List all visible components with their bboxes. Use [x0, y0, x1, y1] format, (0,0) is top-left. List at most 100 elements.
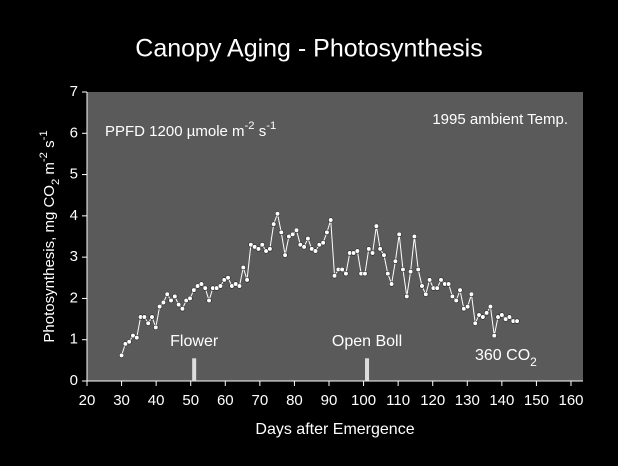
data-point	[381, 252, 387, 258]
data-point	[499, 312, 505, 318]
x-tick-label: 50	[182, 392, 199, 409]
data-point	[164, 291, 170, 297]
data-point	[434, 285, 440, 291]
series-label: 360 CO2	[475, 347, 537, 369]
data-point	[118, 352, 125, 359]
y-tick-label: 1	[70, 331, 78, 348]
y-tick-label: 5	[70, 166, 78, 183]
x-tick-label: 70	[252, 392, 269, 409]
y-axis-label-part: -2	[38, 152, 50, 162]
y-tick-label: 0	[70, 372, 78, 389]
data-point	[491, 332, 497, 339]
series-label-part: 2	[530, 355, 537, 369]
x-tick-label: 100	[351, 392, 376, 409]
annotation-label: Open Boll	[332, 333, 402, 350]
data-point	[419, 283, 425, 289]
data-point	[312, 248, 319, 254]
data-point	[484, 310, 490, 316]
data-point	[267, 246, 273, 252]
y-axis-label: Photosynthesis, mg CO2 m-2 s-1	[38, 130, 62, 342]
y-tick-label: 2	[70, 289, 78, 306]
note-left-part: s	[255, 123, 267, 140]
data-point	[198, 281, 205, 287]
data-point	[145, 320, 151, 326]
series-label-part: 360 CO	[475, 347, 530, 364]
data-point	[377, 246, 383, 252]
x-tick-label: 160	[558, 392, 583, 409]
x-tick-label: 110	[386, 392, 410, 409]
data-point	[301, 244, 307, 250]
y-axis-label-part: Photosynthesis, mg CO	[41, 185, 58, 343]
data-point	[202, 285, 208, 291]
data-point	[392, 258, 398, 264]
data-point	[126, 339, 132, 345]
data-point	[396, 231, 402, 238]
x-tick-label: 130	[455, 392, 480, 409]
data-point	[274, 211, 281, 217]
data-point	[354, 248, 360, 254]
data-point	[172, 293, 178, 299]
data-point	[290, 231, 296, 238]
data-point	[369, 250, 376, 256]
data-point	[259, 242, 265, 248]
data-point	[427, 277, 433, 283]
note-left-part: -1	[266, 120, 276, 132]
x-tick-label: 80	[286, 392, 303, 409]
note-left-part: PPFD 1200 µmole m	[105, 123, 245, 140]
data-point	[293, 227, 300, 233]
x-axis-label: Days after Emergence	[255, 421, 414, 438]
x-tick-label: 150	[524, 392, 549, 409]
data-point	[179, 306, 186, 312]
x-tick-label: 140	[489, 392, 514, 409]
note-right: 1995 ambient Temp.	[432, 111, 568, 128]
data-point	[282, 252, 288, 258]
data-point	[404, 293, 410, 299]
data-point	[141, 314, 147, 320]
y-tick-label: 7	[70, 83, 78, 100]
data-point	[240, 264, 246, 271]
data-point	[388, 281, 395, 287]
data-point	[176, 302, 182, 308]
y-axis-label-part: s	[41, 140, 58, 152]
plot-area	[87, 92, 583, 381]
data-point	[411, 233, 417, 240]
data-point	[468, 291, 475, 297]
data-point	[324, 229, 330, 235]
note-left: PPFD 1200 µmole m-2 s-1	[105, 120, 276, 140]
y-tick-label: 3	[70, 248, 78, 265]
data-point	[407, 268, 414, 275]
data-point	[134, 335, 140, 341]
data-point	[415, 266, 421, 273]
data-point	[255, 246, 262, 252]
annotation-label: Flower	[170, 333, 219, 350]
data-point	[278, 229, 284, 235]
data-point	[153, 324, 159, 330]
data-point	[328, 217, 334, 223]
y-axis-label-part: m	[41, 162, 58, 179]
y-axis-label-part: -1	[38, 130, 50, 140]
data-point	[271, 221, 277, 227]
x-tick-label: 60	[217, 392, 234, 409]
data-point	[472, 320, 478, 326]
x-tick-label: 90	[321, 392, 338, 409]
data-point	[423, 291, 429, 297]
data-point	[244, 277, 250, 283]
data-point	[366, 246, 372, 252]
data-point	[331, 273, 338, 279]
data-point	[438, 277, 444, 283]
data-point	[343, 271, 349, 277]
y-tick-label: 6	[70, 124, 78, 141]
data-point	[362, 271, 368, 277]
data-point	[373, 223, 379, 229]
y-tick-label: 4	[70, 207, 78, 224]
x-tick-label: 20	[79, 392, 96, 409]
data-point	[339, 266, 345, 273]
note-left-part: -2	[245, 120, 255, 132]
annotation-marker	[365, 358, 370, 381]
x-tick-label: 120	[420, 392, 445, 409]
data-point	[225, 275, 231, 281]
y-axis-label-part: 2	[50, 179, 62, 185]
data-point	[480, 314, 486, 320]
data-point	[506, 314, 513, 320]
